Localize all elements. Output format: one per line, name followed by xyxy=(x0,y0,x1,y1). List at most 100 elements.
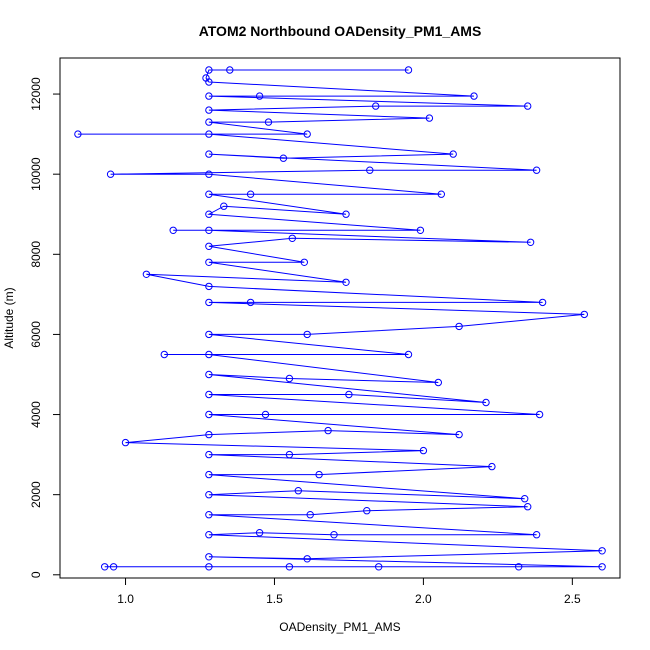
data-point xyxy=(205,190,213,198)
x-axis-label: OADensity_PM1_AMS xyxy=(279,620,400,634)
data-point xyxy=(315,470,323,479)
data-point xyxy=(538,298,547,307)
data-point xyxy=(324,426,332,435)
x-axis: 1.0 1.5 2.0 2.5 xyxy=(117,577,581,606)
data-point xyxy=(205,450,213,459)
data-point xyxy=(205,370,213,379)
data-point xyxy=(205,150,213,158)
data-point xyxy=(532,531,541,539)
data-point xyxy=(521,495,529,503)
data-point xyxy=(202,74,210,82)
data-point xyxy=(205,226,213,235)
data-point xyxy=(205,470,213,479)
data-point xyxy=(205,258,213,266)
data-point xyxy=(425,114,434,122)
data-point xyxy=(532,166,541,174)
data-point xyxy=(598,563,606,571)
data-point xyxy=(598,547,606,555)
data-point xyxy=(205,242,213,251)
x-tick-label: 1.5 xyxy=(266,592,283,606)
data-point xyxy=(366,166,374,174)
y-tick-label: 2000 xyxy=(29,481,43,508)
data-point xyxy=(205,330,213,339)
data-point xyxy=(535,410,544,419)
data-point xyxy=(488,462,496,471)
data-point xyxy=(437,190,445,198)
data-point xyxy=(246,298,255,307)
data-point xyxy=(106,170,115,178)
y-axis-label: Altitude (m) xyxy=(2,287,16,348)
x-tick-label: 1.0 xyxy=(117,592,134,606)
data-point xyxy=(246,190,255,198)
data-point xyxy=(205,430,213,439)
data-point xyxy=(524,503,532,511)
data-point xyxy=(205,563,213,571)
data-point xyxy=(580,310,588,319)
data-point xyxy=(303,555,311,563)
data-point xyxy=(205,130,213,138)
data-point xyxy=(205,531,213,539)
data-point xyxy=(101,563,109,571)
y-tick-label: 0 xyxy=(29,571,43,578)
data-point xyxy=(482,398,490,407)
y-tick-label: 4000 xyxy=(29,401,43,428)
data-point xyxy=(285,563,294,571)
data-point xyxy=(205,92,213,100)
data-point xyxy=(261,410,270,419)
data-point xyxy=(288,234,296,243)
data-point xyxy=(279,154,288,162)
data-layer xyxy=(74,66,606,571)
data-point xyxy=(285,450,294,459)
data-point xyxy=(526,238,535,247)
data-point xyxy=(330,531,338,539)
data-point xyxy=(455,322,463,331)
data-point xyxy=(205,298,213,307)
chart-title: ATOM2 Northbound OADensity_PM1_AMS xyxy=(199,23,482,39)
data-point xyxy=(109,563,118,571)
data-point xyxy=(220,202,228,210)
data-point xyxy=(300,258,308,266)
data-point xyxy=(306,511,314,519)
data-point xyxy=(294,487,302,495)
data-point xyxy=(303,330,311,339)
data-point xyxy=(342,210,350,218)
data-point xyxy=(264,118,273,126)
data-point xyxy=(375,563,383,571)
data-point xyxy=(255,529,264,537)
data-point xyxy=(205,390,213,399)
data-point xyxy=(515,563,523,571)
data-point xyxy=(404,350,413,359)
data-point xyxy=(470,92,478,100)
x-tick-label: 2.0 xyxy=(415,592,432,606)
data-point xyxy=(404,66,413,74)
data-point xyxy=(205,282,213,291)
data-point xyxy=(226,66,234,74)
data-point xyxy=(434,378,442,387)
y-tick-label: 12000 xyxy=(29,77,43,111)
data-point xyxy=(419,446,428,455)
data-point xyxy=(205,491,213,499)
y-tick-label: 6000 xyxy=(29,321,43,348)
data-point xyxy=(449,150,457,158)
data-point xyxy=(416,226,425,235)
data-point xyxy=(285,374,294,383)
data-point xyxy=(74,130,82,138)
data-point xyxy=(205,66,213,74)
data-point xyxy=(345,390,353,399)
data-point xyxy=(205,210,213,218)
data-point xyxy=(142,270,151,278)
data-point xyxy=(342,278,350,286)
y-tick-label: 10000 xyxy=(29,157,43,191)
data-point xyxy=(205,118,213,126)
data-point xyxy=(205,106,213,114)
data-point xyxy=(169,226,177,235)
data-point xyxy=(372,102,380,110)
data-point xyxy=(205,350,213,359)
data-point xyxy=(455,430,463,439)
x-tick-label: 2.5 xyxy=(564,592,581,606)
data-point xyxy=(121,438,130,447)
data-point xyxy=(205,170,213,178)
data-point xyxy=(255,92,264,100)
y-tick-label: 8000 xyxy=(29,241,43,268)
data-point xyxy=(205,410,213,419)
